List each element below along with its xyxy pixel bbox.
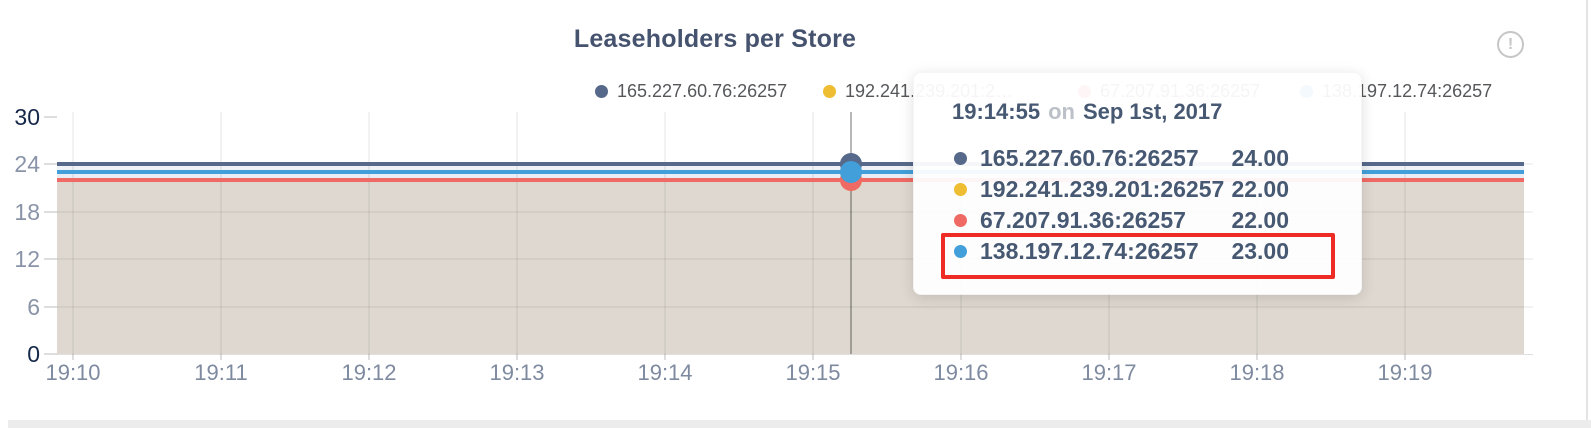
tooltip-row: 165.227.60.76:26257 24.00	[954, 143, 1289, 174]
tooltip-row-name: 192.241.239.201:26257	[980, 176, 1225, 202]
x-axis-label: 19:15	[785, 360, 841, 385]
hover-guideline	[850, 112, 852, 354]
y-axis-tick	[44, 115, 57, 118]
tooltip-row: 138.197.12.74:26257 23.00	[954, 236, 1289, 267]
x-axis-label: 19:12	[341, 360, 397, 385]
gridline-horizontal	[57, 210, 1533, 213]
x-axis-tick	[220, 354, 222, 360]
x-axis-tick	[1256, 354, 1258, 360]
card-right-border	[1586, 0, 1588, 428]
gridline-vertical	[72, 112, 74, 354]
chart-title: Leaseholders per Store	[573, 25, 857, 53]
x-axis-label: 19:19	[1377, 360, 1433, 385]
tooltip-row-dot	[954, 214, 967, 227]
legend-label: 138.197.12.74:26257	[1322, 80, 1493, 101]
x-axis-label: 19:11	[194, 360, 248, 385]
y-axis-label: 12	[14, 246, 40, 272]
bottom-panel-edge	[8, 420, 1591, 428]
y-axis-tick	[44, 163, 57, 165]
x-axis-line	[57, 354, 1533, 355]
y-axis-label: 30	[14, 103, 40, 130]
x-axis-tick	[812, 354, 814, 360]
x-axis-label: 19:16	[933, 360, 989, 385]
x-axis-tick	[72, 354, 74, 360]
tooltip-row-name: 67.207.91.36:26257	[980, 207, 1186, 233]
y-axis-tick	[44, 210, 57, 213]
tooltip-date: Sep 1st, 2017	[1082, 99, 1223, 124]
legend-dot	[595, 84, 608, 98]
tooltip-row-name: 165.227.60.76:26257	[980, 145, 1199, 171]
legend-label: 165.227.60.76:26257	[617, 80, 788, 101]
tooltip-time: 19:14:55	[952, 99, 1041, 124]
hover-dot	[840, 160, 862, 183]
x-axis-label: 19:18	[1229, 360, 1285, 385]
series-line-3	[57, 169, 1524, 174]
y-axis-label: 6	[27, 293, 40, 320]
legend-item[interactable]: 192.241.239.201:26257	[823, 80, 1023, 102]
legend-item[interactable]: 165.227.60.76:26257	[595, 80, 787, 102]
gridline-vertical	[516, 112, 518, 354]
gridline-vertical	[1404, 112, 1406, 354]
exclamation-glyph: !	[1507, 35, 1514, 53]
x-axis-tick	[1108, 354, 1110, 360]
x-axis-tick	[516, 354, 518, 360]
tooltip-row-dot	[954, 183, 967, 196]
info-icon[interactable]: !	[1497, 31, 1524, 58]
tooltip-on-word: on	[1048, 99, 1075, 124]
series-line-0	[57, 162, 1524, 166]
gridline-vertical	[368, 112, 370, 354]
hover-tooltip: 19:14:55 on Sep 1st, 2017 165.227.60.76:…	[913, 72, 1362, 295]
tooltip-header: 19:14:55 on Sep 1st, 2017	[952, 99, 1222, 125]
gridline-vertical	[664, 112, 666, 354]
x-axis-label: 19:13	[489, 360, 545, 385]
tooltip-row: 192.241.239.201:26257 22.00	[954, 174, 1289, 205]
tooltip-row-dot	[954, 245, 967, 258]
series-line-2	[57, 177, 1524, 182]
y-axis-tick	[44, 258, 57, 260]
tooltip-row-value: 22.00	[1231, 207, 1289, 233]
area-strip-23-22	[57, 171, 1524, 180]
gridline-vertical	[220, 112, 222, 354]
x-axis-label: 19:10	[45, 360, 101, 385]
gridline-horizontal	[57, 258, 1533, 260]
y-axis-label: 18	[14, 198, 40, 225]
x-axis-tick	[368, 354, 370, 360]
tooltip-row-value: 24.00	[1231, 145, 1289, 171]
legend-dot	[823, 84, 836, 98]
y-axis-tick	[44, 353, 57, 355]
highlight-box	[941, 233, 1335, 279]
x-axis-tick	[1404, 354, 1406, 360]
tooltip-row-value: 22.00	[1231, 176, 1289, 202]
y-axis-label: 0	[27, 341, 40, 367]
gridline-horizontal	[57, 305, 1533, 308]
x-axis-label: 19:14	[637, 360, 693, 385]
tooltip-rows: 165.227.60.76:26257 24.00 192.241.239.201:…	[954, 143, 1289, 267]
tooltip-row-value: 23.00	[1231, 238, 1289, 264]
x-axis-label: 19:17	[1081, 360, 1137, 385]
y-axis-tick	[44, 305, 57, 308]
x-axis-tick	[664, 354, 666, 360]
x-axis-tick	[960, 354, 962, 360]
tooltip-row: 67.207.91.36:26257 22.00	[954, 205, 1289, 236]
gridline-vertical	[812, 112, 814, 354]
tooltip-row-dot	[954, 152, 967, 165]
tooltip-row-name: 138.197.12.74:26257	[980, 238, 1199, 264]
y-axis-label: 24	[14, 151, 40, 177]
area-strip-24-23	[57, 164, 1524, 172]
